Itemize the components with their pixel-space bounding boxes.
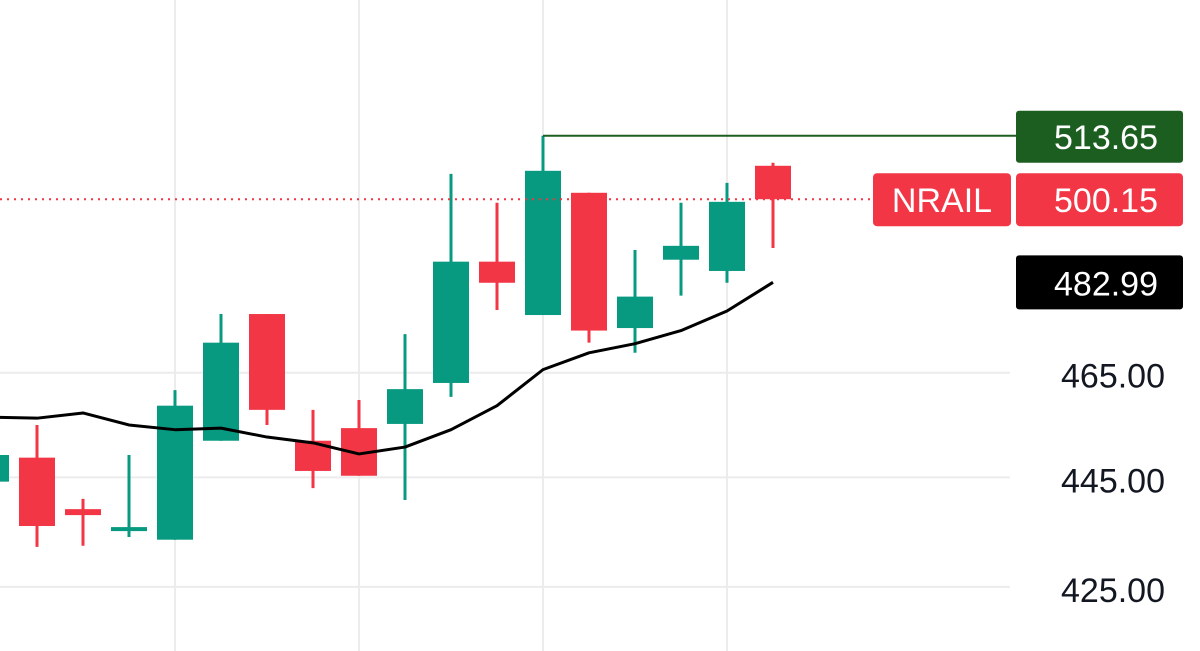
candle-body [663,245,699,260]
y-tick-label: 425.00 [1061,572,1165,610]
last-price-box [1016,173,1183,227]
high-price-box [1016,110,1183,163]
candle-body [157,405,193,540]
y-tick-label: 445.00 [1061,462,1165,500]
high-price-label: 513.65 [1054,119,1158,157]
candle-body [65,509,101,516]
candle-body [617,296,653,329]
candle-body [203,342,239,441]
candle-body [709,201,745,271]
candle-body [755,165,791,200]
candle-body [571,192,607,331]
candle-body [19,457,55,527]
ma-price-box [1016,255,1183,310]
symbol-label: NRAIL [892,182,992,220]
y-tick-label: 465.00 [1061,358,1165,396]
candle-body [479,261,515,283]
candle-body [433,261,469,383]
candle-body [0,454,9,482]
candle-body [249,314,285,410]
vertical-grid [174,0,728,651]
symbol-box [873,173,1011,227]
last-price-label: 500.15 [1054,182,1158,220]
candle-body [387,389,423,424]
ma-price-label: 482.99 [1054,265,1158,303]
moving-average [0,281,774,456]
candle-body [111,527,147,532]
candle-body [525,170,561,316]
